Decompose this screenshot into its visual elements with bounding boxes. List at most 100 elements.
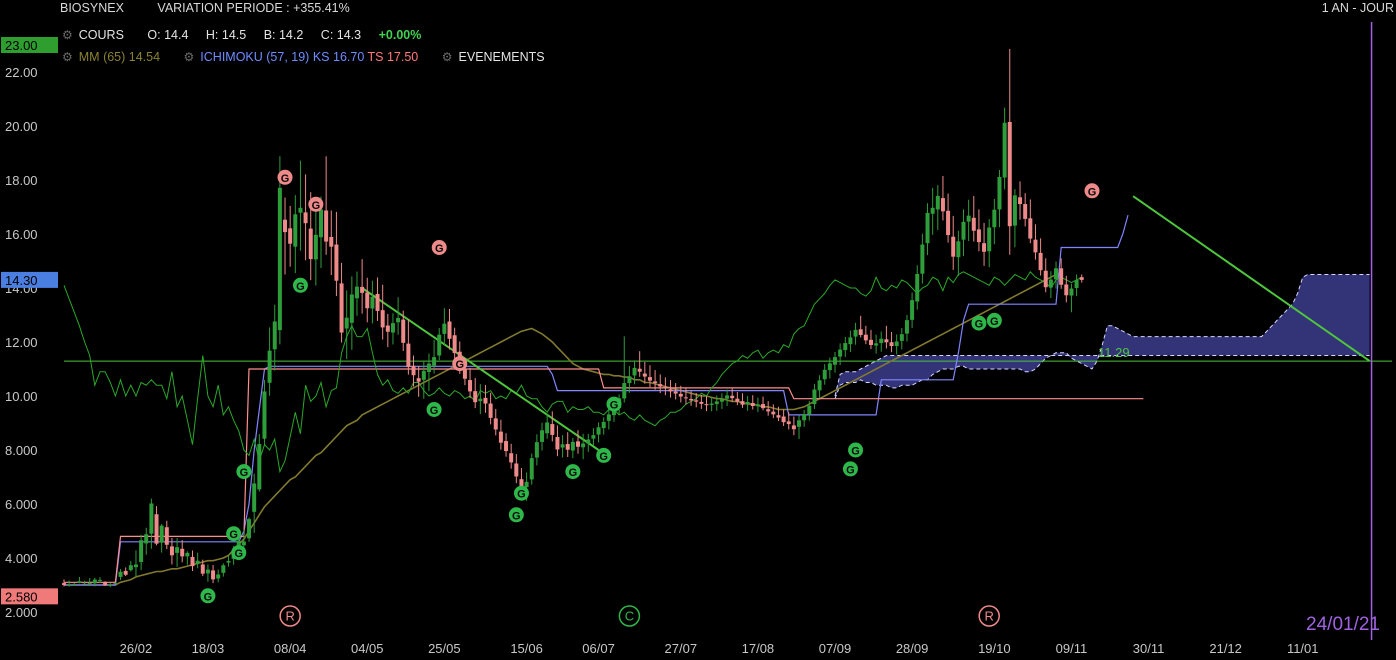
candle-body: [1012, 195, 1017, 226]
candle-body: [1033, 239, 1038, 253]
period-selector[interactable]: 1 AN - JOUR: [1321, 1, 1394, 15]
candle-body: [1079, 277, 1084, 280]
bottom-event-marker[interactable]: R: [279, 605, 301, 627]
candle-body: [334, 244, 339, 281]
level-label: 11.29: [1098, 345, 1130, 360]
candle-body: [396, 317, 401, 323]
event-marker[interactable]: G: [431, 240, 447, 255]
gear-icon[interactable]: ⚙: [62, 28, 73, 42]
candle-body: [904, 320, 909, 334]
x-tick-label: 26/02: [120, 641, 153, 656]
event-marker[interactable]: G: [842, 461, 858, 477]
candle-body: [868, 339, 873, 345]
candle-body: [570, 441, 575, 451]
candle-body: [935, 195, 940, 210]
event-marker-label: G: [1088, 186, 1097, 198]
open-value: O: 14.4: [147, 28, 189, 42]
y-tick-label: 22.00: [5, 65, 38, 80]
high-price-tag: 23.00: [1, 37, 58, 53]
event-marker[interactable]: G: [292, 277, 308, 293]
gear-icon[interactable]: ⚙: [183, 50, 195, 64]
event-marker[interactable]: G: [513, 485, 529, 501]
x-tick-label: 27/07: [665, 641, 698, 656]
candle-body: [725, 395, 730, 399]
candle-body: [514, 463, 519, 477]
candle-body: [606, 414, 611, 421]
event-marker[interactable]: G: [986, 312, 1002, 328]
bottom-event-marker[interactable]: R: [978, 605, 1000, 627]
candle-body: [504, 441, 509, 452]
candle-body: [432, 357, 437, 366]
event-marker[interactable]: G: [606, 396, 622, 412]
candle-body: [576, 441, 580, 447]
candle-body: [360, 286, 365, 293]
candle-body: [462, 369, 467, 379]
event-marker-bg: [236, 464, 252, 480]
event-marker[interactable]: G: [308, 196, 324, 212]
candle-body: [951, 236, 956, 257]
event-marker[interactable]: G: [200, 588, 216, 604]
candle-body: [930, 207, 935, 214]
event-marker[interactable]: G: [596, 447, 612, 463]
event-marker[interactable]: G: [1084, 183, 1100, 199]
candle-body: [216, 574, 221, 579]
event-marker[interactable]: G: [971, 315, 987, 331]
candle-body: [67, 584, 72, 586]
event-marker[interactable]: G: [231, 545, 247, 561]
bottom-event-marker[interactable]: C: [618, 605, 641, 627]
candle-body: [966, 215, 971, 222]
candle-body: [488, 403, 493, 418]
event-marker-bg: [1084, 183, 1100, 199]
event-marker-bg: [452, 356, 468, 372]
x-tick-label: 19/10: [978, 641, 1011, 656]
candle-body: [411, 365, 416, 376]
high-price-tag-bg: [1, 37, 58, 53]
event-marker[interactable]: G: [226, 526, 242, 542]
candle-body: [987, 227, 992, 252]
event-marker[interactable]: G: [848, 442, 864, 458]
event-marker[interactable]: G: [236, 464, 252, 480]
candle-body: [766, 409, 771, 412]
candle-body: [540, 430, 545, 442]
candle-body: [694, 400, 699, 402]
event-marker[interactable]: G: [508, 507, 524, 523]
trendline: [1132, 195, 1371, 362]
x-tick-label: 11/01: [1287, 641, 1319, 656]
candle-body: [971, 217, 976, 231]
candle-body: [879, 338, 884, 344]
candle-body: [709, 403, 714, 405]
candle-body: [468, 380, 473, 392]
candle-body: [77, 581, 82, 583]
candle-body: [910, 300, 915, 320]
candle-body: [478, 398, 483, 402]
candle-body: [401, 319, 406, 343]
candle-body: [730, 395, 735, 399]
gear-icon[interactable]: ⚙: [62, 50, 73, 64]
candle-body: [108, 584, 113, 586]
event-marker[interactable]: G: [452, 356, 468, 372]
candle-body: [761, 404, 766, 409]
event-marker[interactable]: G: [426, 402, 442, 417]
event-marker-bg: [508, 507, 524, 523]
event-marker-bg: [308, 196, 324, 212]
gear-icon[interactable]: ⚙: [441, 50, 453, 64]
candle-body: [452, 335, 457, 354]
event-marker[interactable]: G: [565, 464, 581, 480]
candle-body: [1028, 218, 1033, 239]
event-marker[interactable]: G: [277, 169, 293, 185]
candle-body: [1043, 270, 1048, 288]
event-marker-bg: [226, 526, 242, 542]
x-tick-label: 21/12: [1209, 641, 1242, 656]
candle-body: [627, 376, 632, 384]
candle-body: [874, 343, 879, 346]
candle-body: [586, 439, 591, 444]
event-marker-label: G: [229, 529, 238, 541]
candle-body: [884, 339, 889, 343]
candle-body: [976, 229, 981, 243]
candle-body: [653, 381, 658, 384]
y-tick-label: 20.00: [5, 119, 38, 134]
series-mm-65-: [64, 272, 1062, 586]
x-tick-label: 18/03: [192, 641, 225, 656]
low-price-tag: 2.580: [1, 588, 58, 605]
